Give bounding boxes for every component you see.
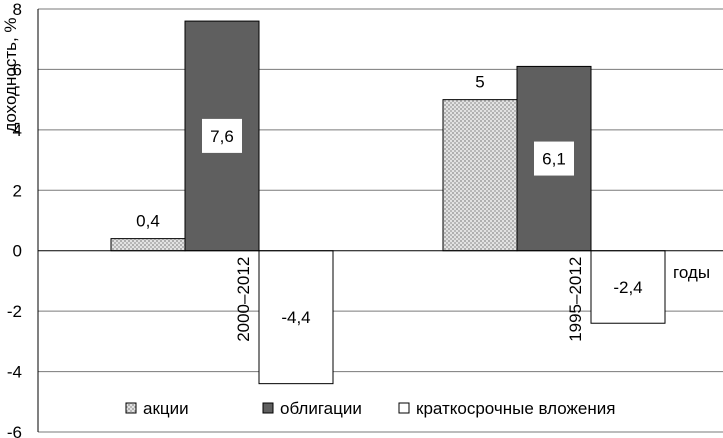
- y-tick-label: -2: [7, 302, 22, 321]
- data-label: 6,1: [542, 150, 566, 169]
- data-label-box: [202, 118, 242, 153]
- legend-swatch: [125, 402, 137, 414]
- y-axis-label: доходность, %: [1, 17, 20, 132]
- data-label-box: [608, 269, 648, 304]
- legend: акции облигации краткосрочные вложения: [125, 399, 615, 418]
- y-tick-label: 0: [13, 242, 22, 261]
- gridlines: [38, 8, 723, 433]
- y-tick-label: -6: [7, 423, 22, 438]
- y-tick-label: 6: [13, 60, 22, 79]
- category-label: 1995–2012: [566, 257, 585, 342]
- data-label: 0,4: [136, 212, 160, 231]
- y-tick-label: -4: [7, 363, 22, 382]
- legend-label: облигации: [280, 399, 362, 418]
- data-label: -2,4: [613, 278, 642, 297]
- legend-swatch: [398, 402, 410, 414]
- category-labels: 2000–2012 1995–2012: [234, 257, 585, 342]
- data-label: -4,4: [281, 308, 310, 327]
- data-label-box: [276, 300, 316, 335]
- data-labels: 0,4 7,6 -4,4 5 6,1 -2,4: [136, 73, 648, 335]
- data-label: 7,6: [210, 127, 234, 146]
- legend-label: акции: [143, 399, 189, 418]
- data-label: 5: [475, 73, 484, 92]
- y-tick-label: 8: [13, 0, 22, 19]
- legend-label: краткосрочные вложения: [416, 399, 615, 418]
- legend-swatch: [262, 402, 274, 414]
- bar: [110, 238, 186, 252]
- y-tick-label: 4: [13, 121, 22, 140]
- bar: [442, 99, 518, 252]
- category-label: 2000–2012: [234, 257, 253, 342]
- y-tick-label: 2: [13, 181, 22, 200]
- x-axis-label: годы: [673, 263, 710, 282]
- data-label-box: [534, 141, 574, 176]
- y-tick-labels: -6 -4 -2 0 2 4 6 8: [7, 0, 22, 438]
